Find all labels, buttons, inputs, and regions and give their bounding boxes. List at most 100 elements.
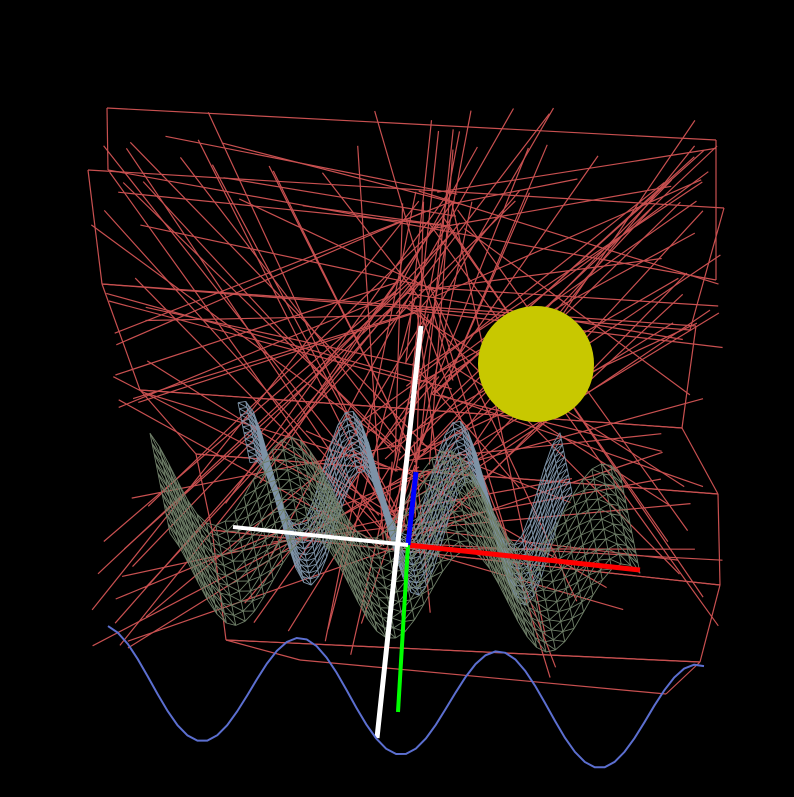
wire-segment (314, 510, 325, 521)
wire-segment (436, 498, 447, 519)
wire-segment (439, 468, 442, 475)
wire-segment (458, 490, 471, 507)
wire-segment (336, 555, 350, 584)
wire-segment (417, 589, 420, 596)
wire-segment (473, 526, 477, 537)
wire-segment (555, 531, 568, 539)
wire-segment (282, 498, 294, 501)
wire-segment (348, 472, 358, 480)
wire-segment (215, 572, 219, 584)
wire-segment (554, 444, 563, 458)
wire-segment (353, 548, 364, 562)
wire-segment (122, 182, 402, 453)
wire-segment (369, 469, 380, 497)
wire-segment (213, 562, 217, 574)
wire-segment (274, 508, 285, 524)
wire-segment (332, 443, 342, 459)
wire-segment (354, 460, 365, 466)
wire-segment (455, 520, 465, 523)
wire-segment (548, 561, 552, 572)
wire-segment (265, 532, 278, 541)
wire-segment (287, 466, 298, 471)
wire-segment (371, 567, 384, 579)
wire-segment (362, 598, 366, 609)
wire-segment (299, 526, 310, 531)
wire-segment (243, 479, 254, 497)
wire-segment (430, 468, 441, 489)
wire-segment (610, 513, 623, 526)
wire-segment (118, 191, 449, 227)
wire-segment (166, 486, 180, 515)
wire-segment (408, 580, 411, 587)
wire-segment (309, 450, 322, 476)
wire-segment (432, 521, 436, 532)
wire-segment (421, 586, 434, 595)
wire-segment (550, 567, 563, 573)
wire-segment (235, 620, 246, 626)
wire-segment (210, 542, 223, 556)
wire-segment (318, 557, 328, 577)
wire-segment (288, 532, 299, 553)
wire-segment (616, 495, 620, 506)
wire-segment (347, 424, 350, 431)
wire-segment (468, 463, 478, 481)
wire-segment (229, 590, 240, 596)
wire-segment (499, 530, 512, 557)
wire-segment (573, 611, 584, 629)
wire-segment (358, 578, 372, 602)
wire-segment (269, 552, 282, 561)
wire-segment (445, 528, 458, 533)
wire-segment (538, 478, 548, 505)
wire-segment (217, 535, 221, 546)
wire-segment (536, 466, 546, 493)
wire-segment (197, 549, 210, 575)
wire-segment (562, 618, 573, 632)
wire-segment (432, 518, 445, 522)
wire-segment (553, 528, 557, 539)
wire-segment (257, 482, 268, 500)
wire-segment (427, 537, 430, 544)
wire-segment (449, 459, 452, 466)
wire-segment (291, 539, 302, 550)
wire-segment (352, 448, 362, 454)
wire-segment (604, 483, 617, 496)
wire-segment (577, 574, 590, 583)
wire-segment (360, 588, 364, 599)
wire-segment (420, 527, 424, 538)
wire-segment (327, 540, 340, 566)
wire-segment (551, 621, 562, 631)
wire-segment (257, 492, 270, 501)
wire-segment (261, 586, 265, 597)
wire-segment (442, 465, 452, 487)
wire-segment (340, 485, 351, 501)
wire-segment (343, 455, 346, 462)
wire-segment (297, 552, 300, 559)
wire-segment (486, 524, 499, 554)
wire-segment (252, 586, 263, 602)
wire-segment (301, 569, 310, 574)
wire-segment (238, 591, 242, 602)
wire-segment (605, 538, 618, 545)
wire-segment (425, 567, 435, 587)
wire-segment (268, 493, 272, 504)
wire-segment (454, 521, 458, 532)
wire-segment (601, 518, 614, 525)
wire-segment (373, 577, 377, 588)
wire-segment (514, 576, 527, 598)
wire-segment (253, 443, 264, 461)
wire-segment (592, 528, 604, 531)
wire-segment (437, 147, 716, 193)
wire-segment (253, 462, 264, 480)
wire-segment (243, 432, 246, 439)
wire-segment (151, 443, 164, 467)
wire-segment (469, 468, 482, 495)
wire-segment (426, 551, 439, 558)
wire-segment (556, 456, 566, 470)
wire-segment (261, 512, 274, 521)
wire-segment (464, 520, 468, 531)
wire-segment (305, 470, 309, 481)
wire-segment (300, 440, 313, 461)
wire-segment (318, 465, 332, 494)
